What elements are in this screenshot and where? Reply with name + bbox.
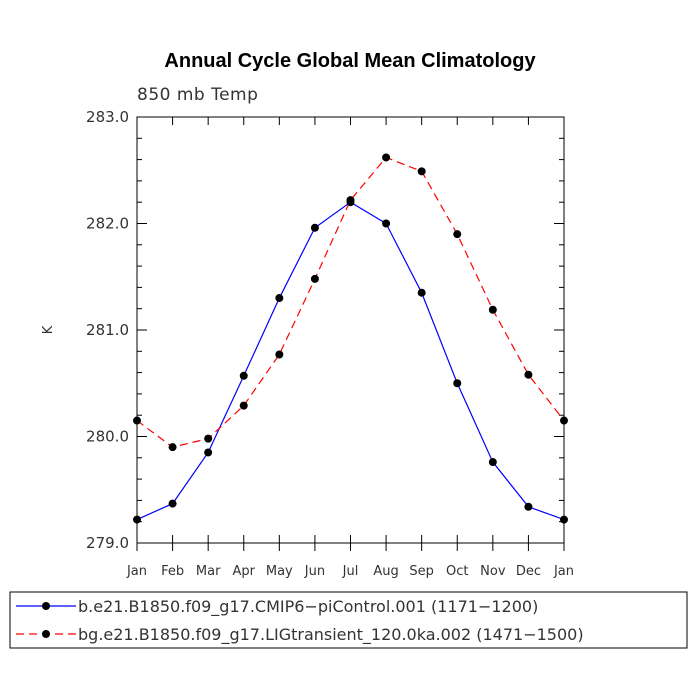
x-tick-label: Nov [480, 564, 506, 579]
x-tick-label: Sep [409, 564, 434, 579]
series-1-point [488, 458, 497, 467]
y-tick-label: 283.0 [86, 108, 129, 126]
series-1-point [524, 502, 533, 511]
series-1-point [204, 448, 213, 457]
series-2-point [346, 196, 355, 205]
series-2-point [133, 416, 141, 425]
plot-frame [136, 116, 565, 544]
series-line-1 [136, 201, 565, 521]
x-tick-label: Jun [304, 564, 325, 579]
chart-title: Annual Cycle Global Mean Climatology [164, 50, 536, 72]
x-tick-label: Apr [233, 564, 256, 579]
series-2-point [239, 401, 248, 410]
y-tick-label: 280.0 [86, 428, 129, 446]
x-tick-label: Jan [553, 564, 574, 579]
series-1-point [275, 294, 284, 303]
series-1-point [417, 288, 426, 297]
series-2-point [168, 443, 177, 452]
series-2-point [310, 274, 319, 283]
series-1-point [133, 515, 141, 524]
legend-label-2: bg.e21.B1850.f09_g17.LIGtransient_120.0k… [78, 625, 584, 645]
legend-label-1: b.e21.B1850.f09_g17.CMIP6−piControl.001 … [78, 597, 538, 617]
x-tick-label: Oct [446, 564, 468, 579]
y-tick-label: 279.0 [86, 534, 129, 552]
y-tick-label: 281.0 [86, 321, 129, 339]
x-tick-label: Jan [126, 564, 147, 579]
chart-subtitle: 850 mb Temp [137, 85, 258, 105]
x-tick-label: May [266, 564, 293, 579]
series-1-point [310, 223, 319, 232]
legend-box [9, 591, 688, 649]
x-tick-label: Dec [516, 564, 541, 579]
series-2-point [204, 434, 213, 443]
legend-marker-2 [42, 630, 50, 638]
y-axis-label: K [41, 325, 56, 334]
x-tick-label: Aug [373, 564, 398, 579]
series-2-point [382, 153, 391, 162]
legend-marker-1 [42, 602, 50, 610]
x-tick-label: Jul [342, 564, 359, 579]
series-2-point [417, 167, 426, 176]
series-1-point [239, 371, 248, 380]
series-2-point [453, 230, 462, 239]
series-2-point [560, 416, 568, 425]
series-2-point [488, 305, 497, 314]
x-tick-label: Feb [161, 564, 184, 579]
series-1-point [168, 499, 177, 508]
series-1-point [560, 515, 568, 524]
y-tick-label: 282.0 [86, 215, 129, 233]
x-tick-label: Mar [196, 564, 221, 579]
series-2-point [524, 370, 533, 379]
series-2-point [275, 350, 284, 359]
series-1-point [453, 379, 462, 388]
series-1-point [382, 219, 391, 228]
